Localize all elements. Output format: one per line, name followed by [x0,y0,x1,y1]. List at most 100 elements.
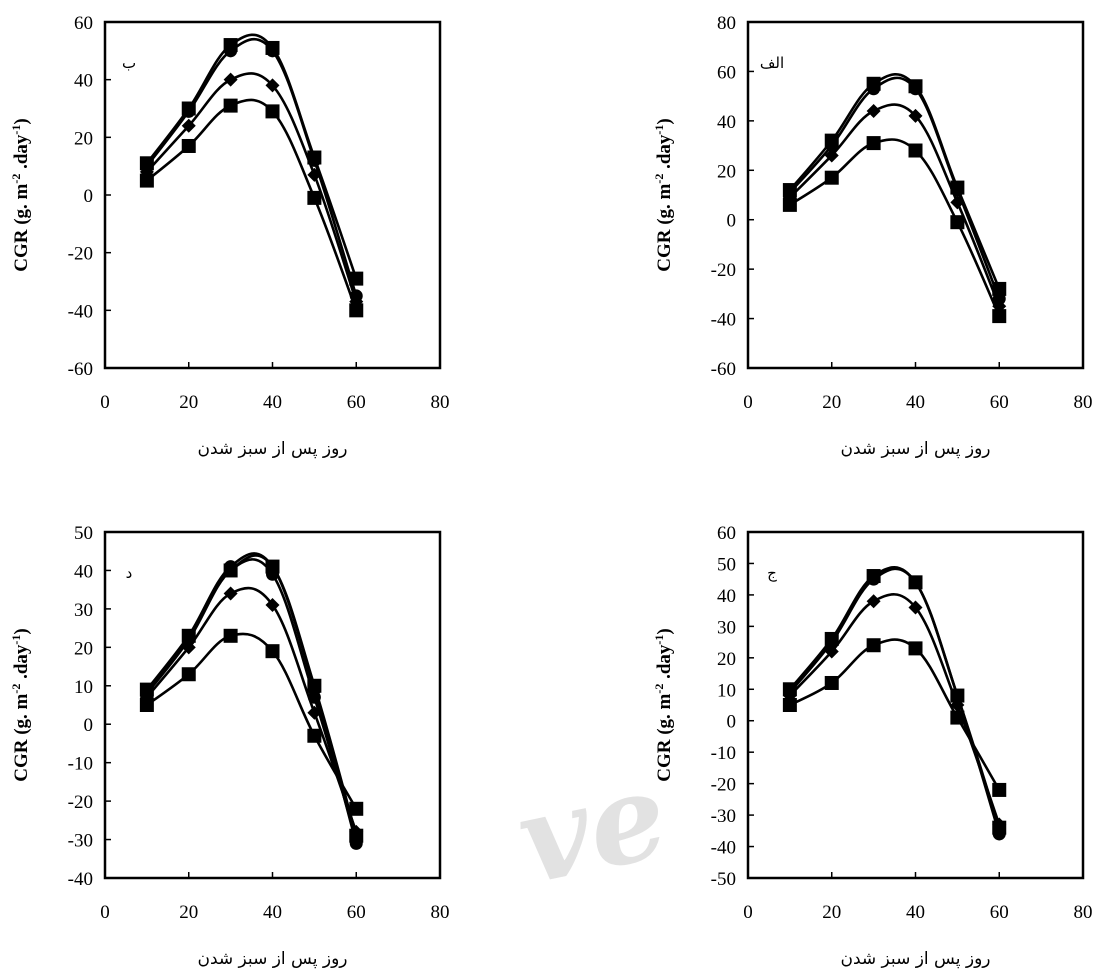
series-2 [140,587,363,839]
data-point-square [783,183,797,197]
x-axis-title: روز پس از سبز شدن [841,439,991,459]
y-tick-label: -20 [711,260,736,281]
x-tick-label: 80 [1074,392,1093,413]
data-point-square [266,644,280,658]
data-point-square [909,144,923,158]
panel-label: د [126,564,133,582]
y-tick-label: 20 [74,128,93,149]
data-point-square [992,282,1006,296]
series-4 [783,74,1006,296]
data-point-square [349,272,363,286]
x-axis-title: روز پس از سبز شدن [198,949,348,969]
y-tick-label: -60 [711,359,736,380]
data-point-square [307,151,321,165]
y-tick-label: 0 [727,712,737,733]
series-line [147,588,356,832]
y-tick-label: 60 [717,523,736,544]
y-tick-label: 20 [717,161,736,182]
y-axis-title: CGR (g. m-2 .day-1) [652,118,675,272]
series-3 [783,569,1005,841]
series-line [147,553,356,843]
chart-panel-4: -50-40-30-20-1001020304050600 20 40 60 80روز… [652,523,1093,969]
data-point-square [867,638,881,652]
data-point-square [266,104,280,118]
series-line [790,569,999,834]
data-point-square [224,99,238,113]
data-point-square [909,641,923,655]
series-3 [140,39,362,302]
panel-label: ج [767,564,777,583]
series-line [147,39,356,296]
x-tick-label: 20 [179,392,198,413]
y-tick-label: 0 [84,186,94,207]
chart-panel-2: -60 -40 -20 0 20 40 60 80 0 20 40 60 80 روز پس از سبز… [652,13,1093,459]
y-tick-label: 40 [74,561,93,582]
data-point-square [825,676,839,690]
y-tick-label: 60 [74,13,93,34]
plot-frame [748,22,1083,368]
y-tick-label: 40 [74,71,93,92]
y-tick-label: 40 [717,112,736,133]
data-point-square [307,729,321,743]
x-tick-label: 60 [990,392,1009,413]
data-point-square [909,79,923,93]
series-2 [783,104,1006,313]
y-tick-label: 50 [74,523,93,544]
chart-panel-1: -60 -40 -20 0 20 40 60 0 20 40 60 80 روز پس از سبز ش… [9,13,450,459]
watermark: ve [506,744,678,912]
data-point-square [950,181,964,195]
y-axis-title: CGR (g. m-2 .day-1) [652,628,675,782]
y-axis-title: CGR (g. m-2 .day-1) [9,628,32,782]
x-tick-label: 0 [743,392,753,413]
series-3 [783,78,1005,305]
data-point-square [867,77,881,91]
data-point-square [825,171,839,185]
plot-frame [105,22,440,368]
plot-frame [105,532,440,878]
x-tick-label: 80 [431,902,450,923]
x-tick-label: 40 [906,392,925,413]
data-point-square [224,629,238,643]
data-point-square [140,683,154,697]
data-point-square [992,821,1006,835]
data-point-diamond [867,104,881,118]
y-tick-label: -10 [68,754,93,775]
data-point-square [349,829,363,843]
data-point-square [825,134,839,148]
x-tick-label: 20 [179,902,198,923]
data-point-square [182,139,196,153]
x-tick-label: 0 [100,392,110,413]
series-line [790,594,999,824]
y-tick-label: -30 [68,831,93,852]
y-tick-label: -60 [68,359,93,380]
panel-label: الف [760,54,784,72]
data-point-square [867,569,881,583]
y-tick-label: 0 [727,211,737,232]
x-tick-label: 0 [100,902,110,923]
data-point-square [182,667,196,681]
data-point-square [224,563,238,577]
x-tick-label: 40 [906,902,925,923]
series-3 [140,559,362,846]
x-axis-title: روز پس از سبز شدن [841,949,991,969]
x-tick-label: 0 [743,902,753,923]
series-4 [783,567,1006,834]
series-2 [140,73,363,309]
series-5 [140,555,363,842]
series-line [790,105,999,307]
y-tick-label: -50 [711,869,736,890]
data-point-square [266,560,280,574]
data-point-square [182,629,196,643]
data-point-square [825,632,839,646]
y-tick-label: -40 [711,310,736,331]
data-point-square [307,191,321,205]
series-4 [140,553,362,850]
data-point-circle [350,289,363,302]
series-line [790,567,999,827]
series-line [790,78,999,299]
x-tick-label: 40 [263,902,282,923]
y-tick-label: -10 [711,743,736,764]
y-tick-label: 40 [717,586,736,607]
x-tick-label: 60 [990,902,1009,923]
